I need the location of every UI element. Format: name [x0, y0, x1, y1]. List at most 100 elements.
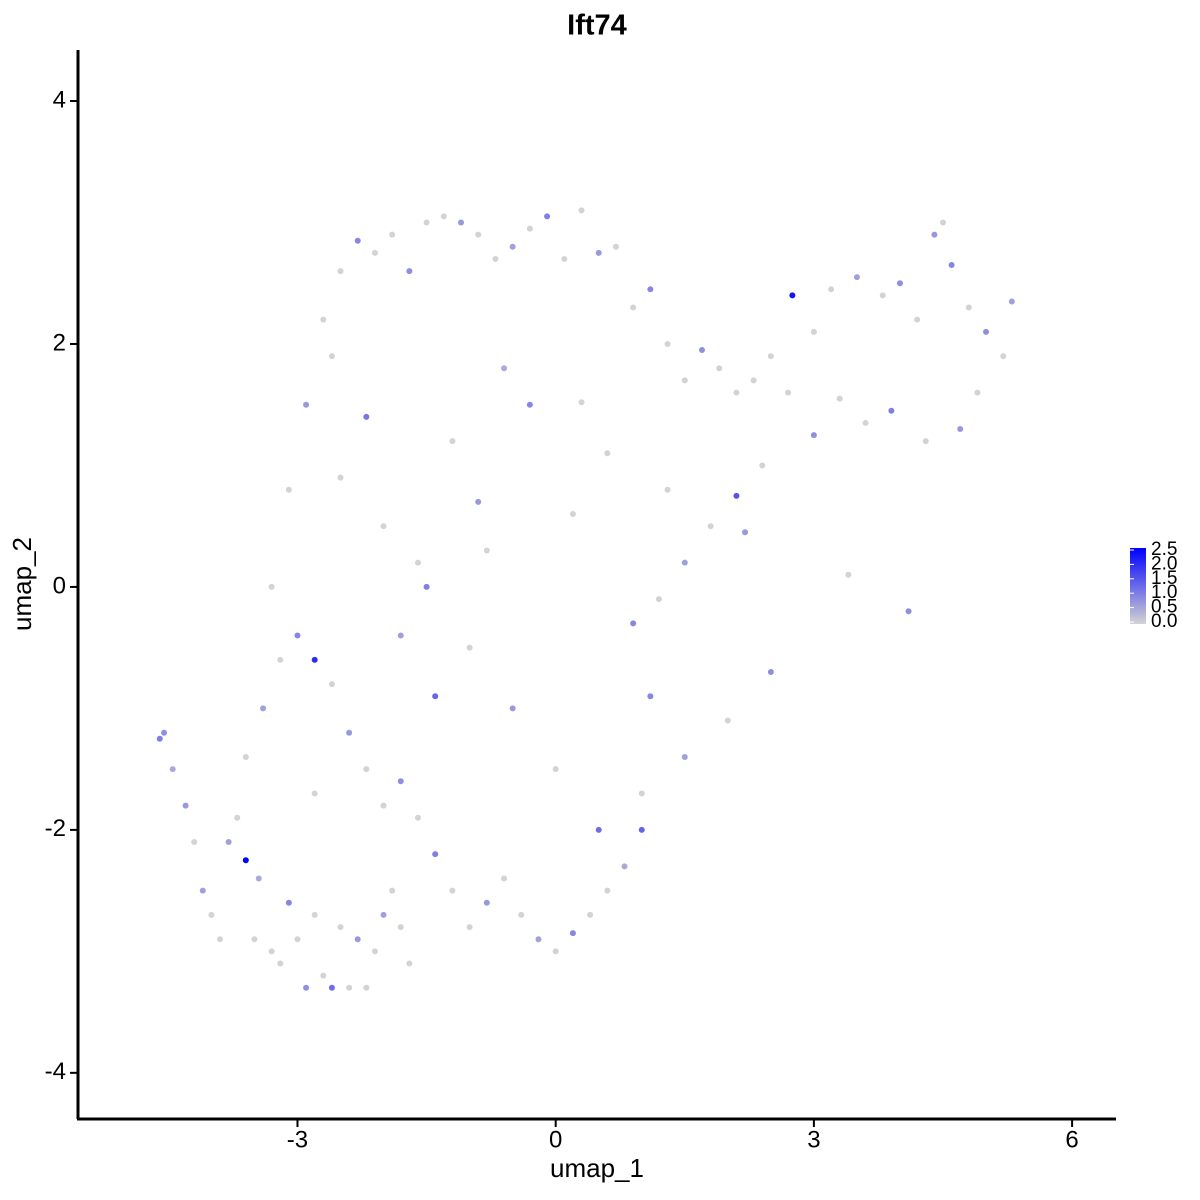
point: [346, 984, 353, 991]
point: [724, 717, 731, 724]
point: [371, 948, 378, 955]
point: [380, 802, 387, 809]
point: [828, 286, 835, 293]
point: [974, 389, 981, 396]
colorbar-tick-label: 0.5: [1151, 597, 1177, 618]
point: [853, 274, 860, 281]
point: [277, 656, 284, 663]
point: [767, 353, 774, 360]
y-tick-label: 0: [53, 572, 66, 599]
y-tick-label: 4: [53, 86, 66, 113]
point: [268, 583, 275, 590]
point: [320, 316, 327, 323]
point: [311, 911, 318, 918]
point: [255, 875, 262, 882]
point: [483, 899, 490, 906]
point: [552, 948, 559, 955]
point: [363, 984, 370, 991]
point: [492, 255, 499, 262]
point: [535, 936, 542, 943]
x-axis-title: umap_1: [550, 1153, 644, 1183]
point: [449, 438, 456, 445]
point: [750, 377, 757, 384]
point: [931, 231, 938, 238]
point: [337, 474, 344, 481]
point: [526, 225, 533, 232]
point: [948, 262, 955, 269]
point: [406, 960, 413, 967]
point: [242, 857, 249, 864]
point: [595, 249, 602, 256]
y-tick-label: 2: [53, 329, 66, 356]
point: [587, 911, 594, 918]
point: [957, 426, 964, 433]
colorbar-tick-label: 1.0: [1151, 582, 1177, 603]
point: [789, 292, 796, 299]
colorbar-tick-label: 2.0: [1151, 553, 1177, 574]
point: [655, 596, 662, 603]
point: [785, 389, 792, 396]
point: [475, 231, 482, 238]
point: [466, 644, 473, 651]
point: [217, 936, 224, 943]
point: [501, 365, 508, 372]
colorbar-tick-label: 2.5: [1151, 539, 1177, 560]
point: [544, 213, 551, 220]
point: [432, 851, 439, 858]
point: [604, 450, 611, 457]
point: [328, 353, 335, 360]
point: [285, 486, 292, 493]
point: [888, 407, 895, 414]
point: [277, 960, 284, 967]
point: [208, 911, 215, 918]
point: [260, 705, 267, 712]
point: [363, 413, 370, 420]
point: [458, 219, 465, 226]
point: [940, 219, 946, 226]
point: [681, 753, 688, 760]
point: [983, 328, 990, 335]
point: [346, 729, 353, 736]
point: [475, 498, 482, 505]
point: [406, 268, 413, 275]
y-tick-label: -4: [45, 1058, 66, 1085]
point: [664, 340, 671, 347]
point: [466, 924, 473, 931]
point: [371, 249, 378, 256]
point: [303, 984, 310, 991]
point: [552, 766, 559, 773]
point: [423, 583, 430, 590]
point: [630, 620, 637, 627]
point: [449, 887, 456, 894]
colorbar-tick-label: 0.0: [1151, 611, 1177, 632]
colorbar: [1130, 548, 1146, 624]
point: [328, 984, 335, 991]
point: [707, 523, 714, 530]
point: [578, 207, 585, 214]
point: [647, 693, 654, 700]
y-tick-label: -2: [45, 815, 66, 842]
point: [389, 231, 396, 238]
point: [414, 559, 421, 566]
point: [234, 814, 241, 821]
point: [169, 766, 176, 773]
point: [862, 419, 869, 426]
point: [630, 304, 637, 311]
point: [759, 462, 766, 469]
point: [1000, 353, 1007, 360]
chart-title: Ift74: [567, 10, 627, 42]
point: [225, 839, 232, 846]
point: [518, 911, 525, 918]
point: [380, 911, 387, 918]
point: [569, 511, 576, 518]
point: [354, 936, 361, 943]
point: [965, 304, 972, 311]
point: [569, 930, 576, 937]
point: [501, 875, 508, 882]
point: [328, 681, 335, 688]
point: [397, 924, 404, 931]
point: [845, 571, 852, 578]
point: [664, 486, 671, 493]
point: [681, 559, 688, 566]
point: [337, 924, 344, 931]
